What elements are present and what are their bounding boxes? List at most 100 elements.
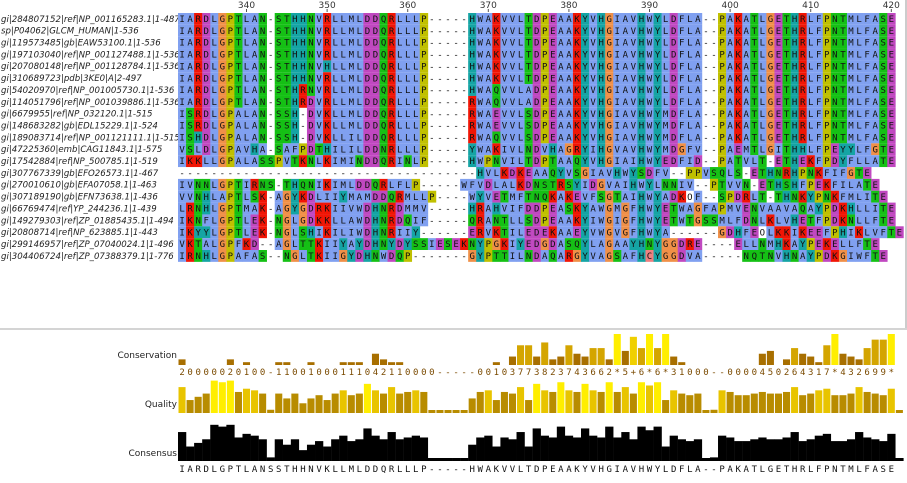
residue-cell[interactable] [838,72,848,85]
residue-cell[interactable] [363,226,372,239]
residue-cell[interactable] [774,226,783,239]
residue-cell[interactable] [677,190,687,203]
sequence-id[interactable]: gi|66769474|ref|YP_244236.1|1-439 [1,204,157,214]
residue-cell[interactable] [863,48,872,61]
residue-cell[interactable] [500,143,509,156]
residue-cell[interactable] [863,72,872,85]
residue-cell[interactable] [500,13,509,25]
residue-cell[interactable] [871,60,880,73]
residue-cell[interactable] [476,178,485,191]
residue-cell[interactable] [234,178,243,191]
residue-cell[interactable] [387,84,396,96]
residue-cell[interactable] [629,214,638,227]
residue-cell[interactable] [685,13,695,25]
residue-cell[interactable] [693,250,703,262]
residue-cell[interactable] [427,238,437,250]
residue-cell[interactable] [814,119,824,132]
residue-cell[interactable] [218,131,227,144]
residue-cell[interactable] [186,119,195,132]
residue-cell[interactable] [806,95,816,108]
residue-cell[interactable] [782,107,791,120]
residue-cell[interactable] [605,190,614,203]
residue-cell[interactable] [468,60,477,73]
residue-cell[interactable] [274,107,284,120]
residue-cell[interactable] [403,178,413,191]
residue-cell[interactable] [814,107,824,120]
residue-cell[interactable] [282,155,292,168]
residue-cell[interactable] [234,48,243,61]
residue-cell[interactable] [661,190,670,203]
residue-cell[interactable] [250,226,259,239]
residue-cell[interactable] [411,190,421,203]
residue-cell[interactable] [621,155,630,168]
residue-cell[interactable] [855,202,864,215]
quality-track[interactable] [178,380,903,413]
residue-cell[interactable] [774,48,783,61]
residue-cell[interactable] [871,143,880,156]
residue-cell[interactable] [774,60,783,73]
residue-cell[interactable] [468,250,477,262]
residue-cell[interactable] [387,119,396,132]
residue-cell[interactable] [524,72,533,85]
residue-cell[interactable] [524,60,533,73]
residue-cell[interactable] [218,143,227,156]
residue-cell[interactable] [790,95,799,108]
residue-cell[interactable] [242,202,251,215]
residue-cell[interactable] [798,250,807,262]
residue-cell[interactable] [258,48,267,61]
residue-cell[interactable] [202,190,211,203]
residue-cell[interactable] [685,36,695,49]
residue-cell[interactable] [750,72,759,85]
residue-cell[interactable] [210,202,219,215]
residue-cell[interactable] [290,250,300,262]
residue-cell[interactable] [403,48,413,61]
residue-cell[interactable] [202,178,211,191]
residue-cell[interactable] [290,190,300,203]
residue-cell[interactable] [661,155,670,168]
residue-cell[interactable] [347,48,356,61]
residue-cell[interactable] [838,167,848,179]
residue-cell[interactable] [742,48,751,61]
residue-cell[interactable] [782,131,791,144]
residue-cell[interactable] [637,13,646,25]
residue-cell[interactable] [516,107,525,120]
residue-cell[interactable] [814,238,824,250]
residue-cell[interactable] [355,60,364,73]
sequence-id[interactable]: gi|114051796|ref|NP_001039886.1|1-536 [1,98,180,108]
residue-cell[interactable] [677,13,687,25]
residue-cell[interactable] [371,107,380,120]
residue-cell[interactable] [484,36,493,49]
residue-cell[interactable] [564,250,574,262]
residue-cell[interactable] [492,190,501,203]
residue-cell[interactable] [855,36,864,49]
residue-cell[interactable] [637,238,646,250]
residue-cell[interactable] [210,238,219,250]
residue-cell[interactable] [540,13,550,25]
residue-cell[interactable] [540,48,550,61]
residue-cell[interactable] [186,226,195,239]
residue-cell[interactable] [492,226,501,239]
residue-cell[interactable] [677,107,687,120]
residue-cell[interactable] [427,190,437,203]
residue-cell[interactable] [645,24,654,37]
residue-cell[interactable] [726,190,735,203]
residue-cell[interactable] [742,155,751,168]
residue-cell[interactable] [266,155,276,168]
residue-cell[interactable] [798,143,807,156]
residue-cell[interactable] [798,95,807,108]
residue-cell[interactable] [863,167,872,179]
residue-cell[interactable] [846,13,856,25]
residue-cell[interactable] [693,95,703,108]
residue-cell[interactable] [637,131,646,144]
residue-cell[interactable] [822,143,832,156]
residue-cell[interactable] [524,13,533,25]
residue-cell[interactable] [403,214,413,227]
residue-cell[interactable] [774,107,783,120]
residue-cell[interactable] [879,214,888,227]
residue-cell[interactable] [548,95,558,108]
residue-cell[interactable] [758,60,767,73]
residue-cell[interactable] [411,84,421,96]
residue-cell[interactable] [250,36,259,49]
residue-cell[interactable] [395,178,404,191]
residue-cell[interactable] [379,190,388,203]
